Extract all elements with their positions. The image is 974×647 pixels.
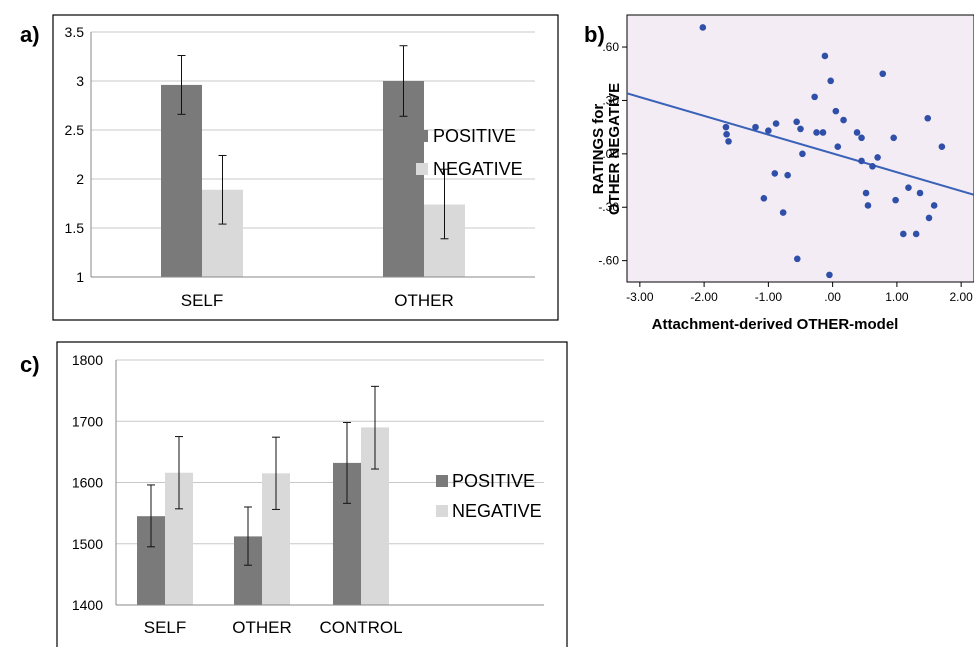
y-axis-title: RATINGS for OTHER NEGATIVE [590, 83, 623, 215]
category-label: OTHER [394, 291, 454, 310]
y-tick-label: .60 [602, 40, 619, 54]
y-tick-label: 2.5 [65, 122, 85, 138]
legend-label-positive: POSITIVE [452, 471, 535, 491]
scatter-plot-area [626, 14, 974, 283]
y-tick-label: -.30 [598, 200, 619, 214]
data-point [853, 129, 861, 136]
y-axis-title-line2: OTHER NEGATIVE [606, 83, 623, 215]
panel-label-a: a) [20, 22, 40, 47]
category-label: SELF [181, 291, 224, 310]
data-point [879, 70, 887, 78]
data-point [912, 230, 920, 238]
x-tick-label: -3.00 [626, 290, 654, 304]
y-tick-label: 1600 [72, 475, 103, 491]
y-tick-label: -.60 [598, 254, 619, 268]
legend-swatch-positive [436, 475, 448, 487]
data-point [924, 114, 932, 122]
data-point [826, 271, 833, 279]
legend-label-negative: NEGATIVE [452, 501, 542, 521]
data-point [834, 143, 842, 151]
x-tick-label: 2.00 [949, 290, 973, 304]
data-point [819, 129, 827, 136]
data-point [784, 171, 791, 179]
data-point [900, 230, 907, 238]
y-tick-label: 3.5 [65, 24, 85, 40]
x-tick-label: 1.00 [885, 290, 909, 304]
y-tick-label: 2 [76, 171, 84, 187]
data-point [821, 52, 829, 60]
data-point [765, 127, 772, 134]
data-point [797, 125, 804, 133]
data-point [699, 24, 707, 31]
data-point [858, 157, 865, 165]
data-point [811, 93, 818, 101]
data-point [890, 134, 897, 142]
panel-label-b: b) [584, 22, 605, 47]
data-point [771, 170, 779, 177]
legend-swatch-positive [416, 130, 428, 142]
data-point [869, 163, 876, 170]
data-point [925, 214, 933, 222]
data-point [799, 150, 806, 158]
fit-line [626, 92, 974, 196]
y-axis-title-line1: RATINGS for [590, 104, 607, 195]
data-point [793, 255, 801, 263]
y-tick-label: 1700 [72, 413, 103, 429]
x-axis-title: Attachment-derived OTHER-model [652, 316, 899, 333]
data-point [938, 143, 946, 151]
y-tick-label: 1800 [72, 352, 103, 368]
data-point [723, 130, 730, 138]
data-point [832, 107, 840, 115]
data-point [930, 202, 938, 209]
y-tick-label: 1 [76, 269, 84, 285]
data-point [813, 129, 820, 136]
chart-frame [56, 341, 568, 647]
category-label: CONTROL [319, 618, 402, 637]
x-tick-label: -1.00 [755, 290, 783, 304]
y-tick-label: .30 [602, 93, 619, 107]
data-point [772, 120, 780, 127]
data-point [752, 123, 759, 131]
data-point [864, 202, 872, 209]
data-point [892, 196, 899, 204]
panel-label-c: c) [20, 352, 40, 377]
y-tick-label: 1400 [72, 597, 103, 613]
data-point [827, 77, 835, 85]
bar-positive [161, 84, 202, 277]
legend-swatch-negative [436, 505, 448, 517]
data-point [916, 189, 924, 197]
legend-label-negative: NEGATIVE [433, 159, 523, 179]
data-point [760, 195, 768, 202]
category-label: SELF [144, 618, 187, 637]
data-point [725, 138, 732, 145]
y-tick-label: 1500 [72, 536, 103, 552]
chart-frame [52, 14, 559, 321]
data-point [858, 134, 865, 142]
legend-swatch-negative [416, 163, 428, 175]
data-point [840, 116, 847, 124]
y-tick-label: 3 [76, 73, 84, 89]
y-tick-label: 1.5 [65, 220, 85, 236]
data-point [862, 189, 870, 197]
data-point [905, 184, 912, 191]
data-point [779, 209, 787, 216]
legend-label-positive: POSITIVE [433, 126, 516, 146]
x-tick-label: .00 [824, 290, 841, 304]
category-label: OTHER [232, 618, 292, 637]
data-point [722, 123, 730, 131]
x-tick-label: -2.00 [690, 290, 718, 304]
y-tick-label: .00 [602, 147, 619, 161]
data-point [874, 154, 881, 161]
data-point [793, 118, 800, 126]
